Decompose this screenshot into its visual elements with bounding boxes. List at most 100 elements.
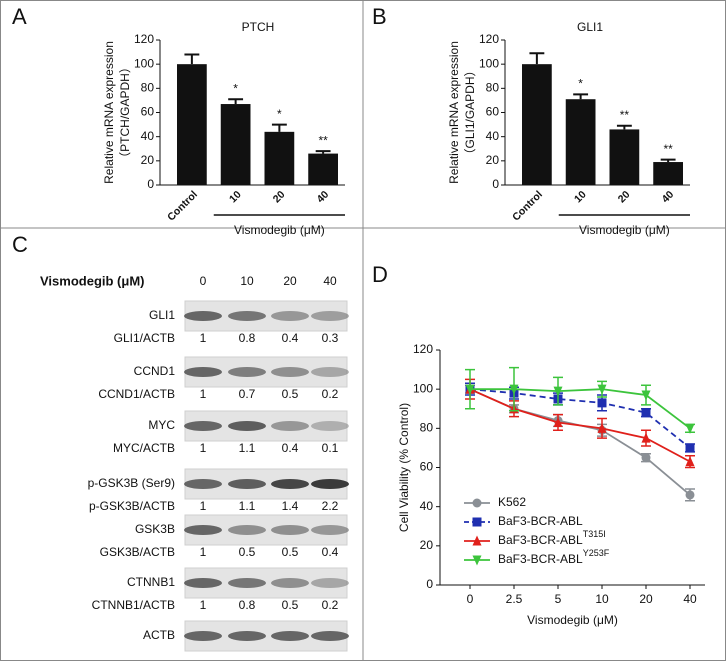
ratio: 0.3 xyxy=(322,331,339,345)
significance: * xyxy=(233,81,238,95)
y-tick-label: 100 xyxy=(134,56,154,70)
ratio-label: p-GSK3B/ACTB xyxy=(89,499,175,513)
protein-label: GLI1 xyxy=(149,308,175,322)
y-tick-label: 0 xyxy=(426,577,433,591)
band xyxy=(184,421,222,431)
y-tick-label: 40 xyxy=(141,129,155,143)
legend-name: K562 xyxy=(498,495,526,509)
band xyxy=(271,421,309,431)
concentration: 40 xyxy=(323,274,337,288)
legend-marker xyxy=(472,555,482,566)
ratio: 1 xyxy=(200,598,207,612)
x-tick-label: 40 xyxy=(659,188,676,205)
error-bar xyxy=(573,93,589,100)
marker xyxy=(641,408,651,418)
ratio: 0.8 xyxy=(239,598,256,612)
x-axis-label: Vismodegib (μM) xyxy=(234,223,325,237)
band xyxy=(228,578,266,588)
ratio-label: CCND1/ACTB xyxy=(98,387,175,401)
x-tick-label: 10 xyxy=(227,188,244,205)
concentration: 0 xyxy=(200,274,207,288)
panel-label: D xyxy=(372,262,388,287)
y-tick-label: 60 xyxy=(420,460,434,474)
error-bar xyxy=(616,124,632,130)
legend-entry: K562 xyxy=(498,495,526,509)
x-tick-label: 2.5 xyxy=(506,592,523,606)
band xyxy=(271,525,309,535)
y-tick-label: 100 xyxy=(479,56,499,70)
y-axis-label-line: Relative mRNA expression xyxy=(447,41,461,184)
legend-name: BaF3-BCR-ABL xyxy=(498,533,583,547)
x-axis-label: Vismodegib (μM) xyxy=(527,613,618,627)
band xyxy=(311,631,349,641)
concentration: 10 xyxy=(240,274,254,288)
y-tick-label: 100 xyxy=(413,381,433,395)
band xyxy=(228,525,266,535)
y-tick-label: 120 xyxy=(134,32,154,46)
ratio: 0.5 xyxy=(239,545,256,559)
band xyxy=(311,421,349,431)
error-bar xyxy=(529,52,545,65)
legend-marker xyxy=(472,517,482,527)
marker xyxy=(685,456,695,467)
x-tick-label: 0 xyxy=(467,592,474,606)
significance: * xyxy=(578,77,583,91)
ratio: 1 xyxy=(200,387,207,401)
band xyxy=(184,578,222,588)
band xyxy=(271,479,309,489)
marker xyxy=(641,432,651,443)
panel-label: C xyxy=(12,232,28,257)
bar xyxy=(522,64,552,185)
significance: ** xyxy=(620,108,630,122)
y-axis-label: Cell Viability (% Control) xyxy=(397,403,411,532)
band xyxy=(271,631,309,641)
marker xyxy=(509,384,519,395)
ratio: 0.7 xyxy=(239,387,256,401)
ratio: 1.1 xyxy=(239,499,256,513)
error-bar xyxy=(228,98,244,105)
band xyxy=(184,311,222,321)
y-axis-label: Relative mRNA expression （GLI1/GAPDH） xyxy=(447,41,477,184)
ratio: 0.4 xyxy=(282,331,299,345)
significance: * xyxy=(277,107,282,121)
ratio-label: GLI1/ACTB xyxy=(114,331,175,345)
error-bar xyxy=(660,158,676,163)
legend-entry: BaF3-BCR-ABLY253F xyxy=(498,548,610,566)
chart-title: GLI1 xyxy=(577,20,603,34)
ratio: 0.2 xyxy=(322,598,339,612)
y-tick-label: 20 xyxy=(141,153,155,167)
bar xyxy=(609,129,640,185)
ratio: 1 xyxy=(200,441,207,455)
ratio: 0.4 xyxy=(322,545,339,559)
x-tick-label: 10 xyxy=(595,592,609,606)
marker xyxy=(685,490,695,500)
x-tick-label: Control xyxy=(165,189,200,224)
band xyxy=(271,367,309,377)
x-axis-label: Vismodegib (μM) xyxy=(579,223,670,237)
bar xyxy=(308,153,338,185)
x-tick-label: 10 xyxy=(572,188,589,205)
marker xyxy=(597,398,607,408)
x-tick-label: 20 xyxy=(616,188,633,205)
ratio: 0.5 xyxy=(282,545,299,559)
y-tick-label: 0 xyxy=(147,177,154,191)
marker xyxy=(597,422,607,433)
y-axis-label-line: Relative mRNA expression xyxy=(102,41,116,184)
bar xyxy=(565,99,596,185)
ratio: 0.4 xyxy=(282,441,299,455)
y-axis-label-line: （PTCH/GAPDH） xyxy=(118,61,132,164)
error-bar xyxy=(184,53,200,65)
ratio: 2.2 xyxy=(322,499,339,513)
marker xyxy=(553,416,563,427)
ratio: 1.1 xyxy=(239,441,256,455)
panel-label: B xyxy=(372,4,387,29)
legend-superscript: Y253F xyxy=(583,548,610,558)
legend-marker xyxy=(472,535,482,546)
ratio: 0.5 xyxy=(282,598,299,612)
band xyxy=(228,311,266,321)
band xyxy=(228,631,266,641)
band xyxy=(184,525,222,535)
y-tick-label: 60 xyxy=(486,105,500,119)
significance: ** xyxy=(318,133,328,147)
error-bar xyxy=(271,123,287,132)
